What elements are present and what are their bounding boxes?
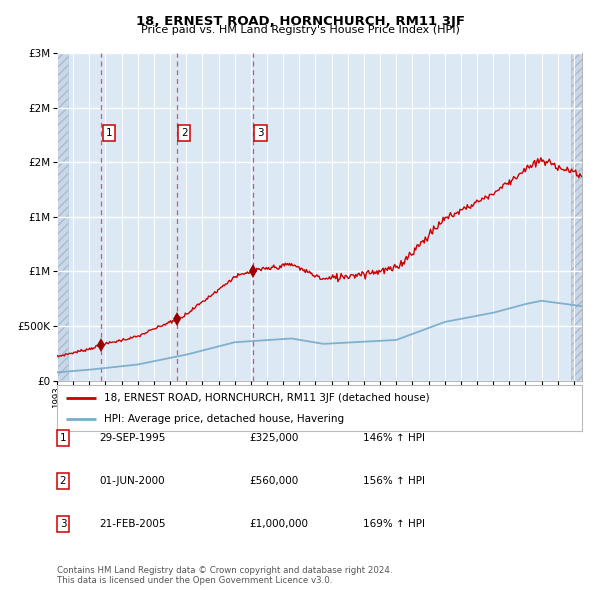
Text: 146% ↑ HPI: 146% ↑ HPI [363, 433, 425, 442]
Bar [57, 53, 68, 381]
Text: HPI: Average price, detached house, Havering: HPI: Average price, detached house, Have… [104, 414, 344, 424]
Text: 3: 3 [59, 519, 67, 529]
Bar [571, 53, 582, 381]
Text: 01-JUN-2000: 01-JUN-2000 [99, 476, 164, 486]
Text: 2: 2 [59, 476, 67, 486]
Bar [571, 53, 582, 381]
Text: 21-FEB-2005: 21-FEB-2005 [99, 519, 166, 529]
Text: 156% ↑ HPI: 156% ↑ HPI [363, 476, 425, 486]
Text: 169% ↑ HPI: 169% ↑ HPI [363, 519, 425, 529]
Text: Price paid vs. HM Land Registry's House Price Index (HPI): Price paid vs. HM Land Registry's House … [140, 25, 460, 35]
Text: £1,000,000: £1,000,000 [249, 519, 308, 529]
Text: 1: 1 [59, 433, 67, 442]
Text: 18, ERNEST ROAD, HORNCHURCH, RM11 3JF (detached house): 18, ERNEST ROAD, HORNCHURCH, RM11 3JF (d… [104, 392, 430, 402]
Text: 3: 3 [257, 129, 264, 138]
Text: Contains HM Land Registry data © Crown copyright and database right 2024.
This d: Contains HM Land Registry data © Crown c… [57, 566, 392, 585]
Text: £325,000: £325,000 [249, 433, 298, 442]
Text: 18, ERNEST ROAD, HORNCHURCH, RM11 3JF: 18, ERNEST ROAD, HORNCHURCH, RM11 3JF [136, 15, 464, 28]
Text: £560,000: £560,000 [249, 476, 298, 486]
Text: 1: 1 [106, 129, 112, 138]
Text: 29-SEP-1995: 29-SEP-1995 [99, 433, 166, 442]
Text: 2: 2 [181, 129, 188, 138]
Bar [57, 53, 68, 381]
